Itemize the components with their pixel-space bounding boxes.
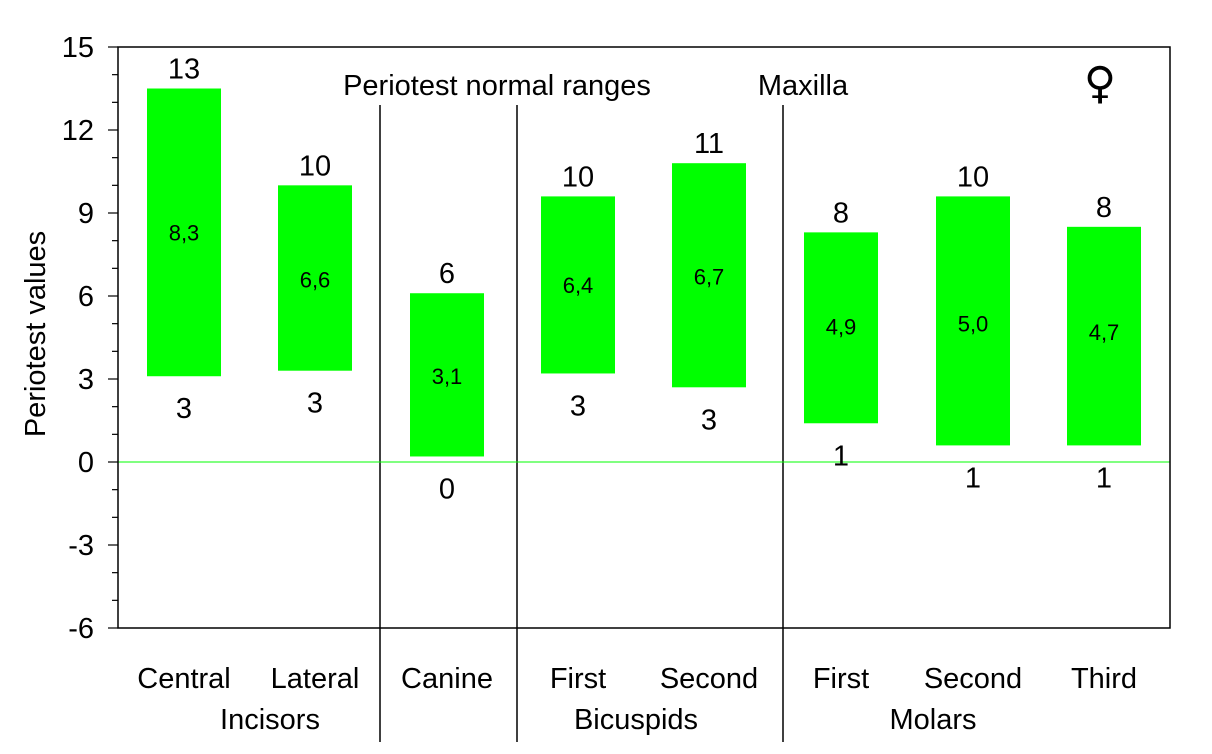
y-tick-label: 0: [78, 447, 94, 479]
group-label: Molars: [889, 704, 976, 736]
range-bar: [804, 232, 878, 424]
range-bars: [147, 88, 1141, 457]
bar-mean-label: 4,9: [826, 314, 857, 339]
group-label: Incisors: [220, 704, 320, 736]
bar-mean-label: 3,1: [432, 364, 463, 389]
y-tick-label: 3: [78, 364, 94, 396]
bar-mean-label: 5,0: [958, 312, 989, 337]
bar-high-label: 11: [694, 128, 724, 160]
y-tick-label: 6: [78, 281, 94, 313]
bar-high-label: 13: [168, 54, 200, 86]
category-label: Third: [1071, 663, 1137, 695]
bar-low-label: 1: [965, 462, 981, 494]
category-label: Central: [137, 663, 231, 695]
category-label: Second: [660, 663, 758, 695]
bar-high-label: 10: [957, 161, 989, 193]
range-bar: [672, 163, 746, 388]
range-bar: [541, 196, 615, 374]
y-axis-label: Periotest values: [20, 231, 52, 437]
bar-low-label: 1: [1096, 462, 1112, 494]
bar-low-label: 3: [570, 390, 586, 422]
chart-subtitle: Maxilla: [758, 70, 849, 102]
y-tick-label: 12: [62, 115, 94, 147]
x-axis: Central Lateral Canine First Second First Seco…: [137, 663, 1137, 736]
bar-mean-label: 6,4: [563, 273, 594, 298]
bar-high-label: 10: [562, 161, 594, 193]
category-label: First: [550, 663, 606, 695]
y-tick-label: -3: [68, 530, 94, 562]
female-symbol: ♀: [1084, 58, 1116, 109]
y-axis: -6 -3 0 3 6 9 12 15: [62, 32, 118, 645]
bar-low-label: 3: [701, 404, 717, 436]
bar-labels: 13 3 8,3 10 3 6,6 6 0 3,1 10 3 6,4 11 3 6,7 8 1 4,9 10 1 5,0…: [168, 54, 1119, 506]
bar-high-label: 8: [1096, 192, 1112, 224]
group-dividers: [379, 105, 784, 742]
y-tick-label: -6: [68, 613, 94, 645]
y-tick-label: 9: [78, 198, 94, 230]
bar-low-label: 1: [833, 440, 849, 472]
bar-mean-label: 6,7: [694, 265, 725, 290]
category-label: Lateral: [271, 663, 360, 695]
bar-high-label: 6: [439, 258, 455, 290]
category-label: First: [813, 663, 869, 695]
range-bar: [410, 293, 484, 457]
bar-mean-label: 8,3: [169, 220, 200, 245]
plot-frame: [117, 46, 1171, 629]
bar-low-label: 3: [307, 388, 323, 420]
bar-low-label: 0: [439, 473, 455, 505]
range-bar: [1067, 226, 1141, 446]
bar-high-label: 10: [299, 150, 331, 182]
bar-mean-label: 6,6: [300, 267, 331, 292]
bar-mean-label: 4,7: [1089, 320, 1120, 345]
range-bar: [936, 196, 1010, 446]
chart-title: Periotest normal ranges: [343, 70, 651, 102]
range-bar: [147, 88, 221, 377]
y-tick-label: 15: [62, 32, 94, 64]
range-bar: [278, 185, 352, 371]
bar-low-label: 3: [176, 393, 192, 425]
category-label: Canine: [401, 663, 493, 695]
category-label: Second: [924, 663, 1022, 695]
group-label: Bicuspids: [574, 704, 698, 736]
bar-high-label: 8: [833, 197, 849, 229]
